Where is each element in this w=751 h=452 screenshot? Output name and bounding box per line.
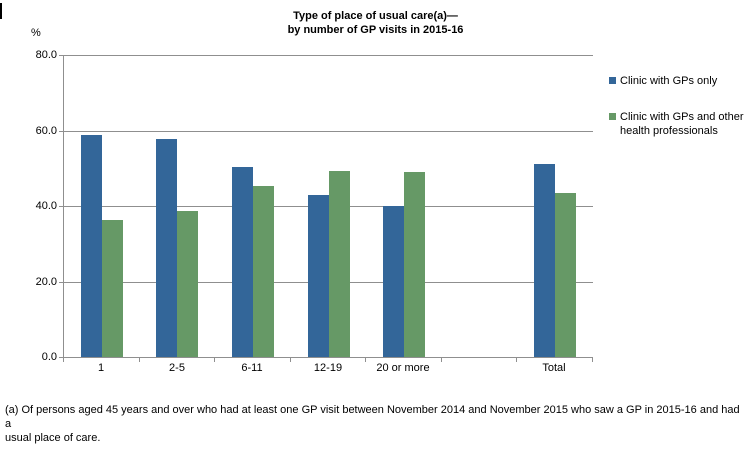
bar-gps-other-20-or-more — [404, 172, 425, 357]
x-tick-mark — [441, 358, 442, 362]
bar-gps-only-6-11 — [232, 167, 253, 357]
bar-gps-other-2-5 — [177, 211, 198, 357]
legend-marker-icon — [609, 113, 616, 120]
legend-label: Clinic with GPs and other health professi… — [620, 111, 744, 137]
y-tick-mark — [59, 282, 63, 283]
y-tick-label: 60.0 — [35, 125, 57, 137]
bar-gps-only-1 — [81, 135, 102, 357]
footnote-line2: usual place of care. — [5, 432, 101, 444]
y-tick-label: 80.0 — [35, 49, 57, 61]
y-tick-label: 20.0 — [35, 276, 57, 288]
x-tick-mark — [516, 358, 517, 362]
footnote-line1: (a) Of persons aged 45 years and over wh… — [5, 404, 740, 430]
bar-gps-other-1 — [102, 220, 123, 357]
x-tick-mark — [63, 358, 64, 362]
bar-gps-only-12-19 — [308, 195, 329, 357]
bar-gps-other-Total — [555, 193, 576, 357]
y-tick-mark — [59, 206, 63, 207]
footnote: (a) Of persons aged 45 years and over wh… — [5, 403, 747, 445]
x-tick-mark — [365, 358, 366, 362]
bar-gps-other-12-19 — [329, 171, 350, 357]
y-tick-mark — [59, 357, 63, 358]
x-tick-mark — [592, 358, 593, 362]
x-category-label: 12-19 — [313, 362, 343, 374]
plot-area — [63, 55, 593, 358]
chart-title-line1: Type of place of usual care(a)— — [293, 10, 458, 22]
bar-gps-other-6-11 — [253, 186, 274, 357]
x-tick-mark — [139, 358, 140, 362]
y-axis-unit-label: % — [31, 27, 41, 39]
x-category-label: 20 or more — [376, 362, 430, 374]
legend-label: Clinic with GPs only — [620, 75, 718, 87]
x-tick-mark — [214, 358, 215, 362]
x-category-label: 1 — [97, 362, 105, 374]
chart-title-line2: by number of GP visits in 2015-16 — [287, 24, 464, 36]
legend-marker-icon — [609, 77, 616, 84]
legend-item-gps-only: Clinic with GPs only — [609, 74, 717, 88]
x-category-label: 6-11 — [241, 362, 263, 374]
x-tick-mark — [290, 358, 291, 362]
bar-gps-only-2-5 — [156, 139, 177, 357]
bar-gps-only-Total — [534, 164, 555, 357]
y-tick-mark — [59, 131, 63, 132]
chart-title: Type of place of usual care(a)— by numbe… — [0, 9, 751, 37]
x-category-label: 2-5 — [169, 362, 185, 374]
x-category-label: Total — [542, 362, 566, 374]
edge-artifact-mark — [0, 3, 2, 19]
y-tick-label: 40.0 — [35, 200, 57, 212]
y-tick-mark — [59, 55, 63, 56]
y-tick-label: 0.0 — [41, 351, 57, 363]
legend-item-gps-other: Clinic with GPs and other health professi… — [609, 110, 744, 138]
bar-gps-only-20-or-more — [383, 206, 404, 357]
gridline-60 — [64, 131, 593, 132]
gridline-80 — [64, 55, 593, 56]
